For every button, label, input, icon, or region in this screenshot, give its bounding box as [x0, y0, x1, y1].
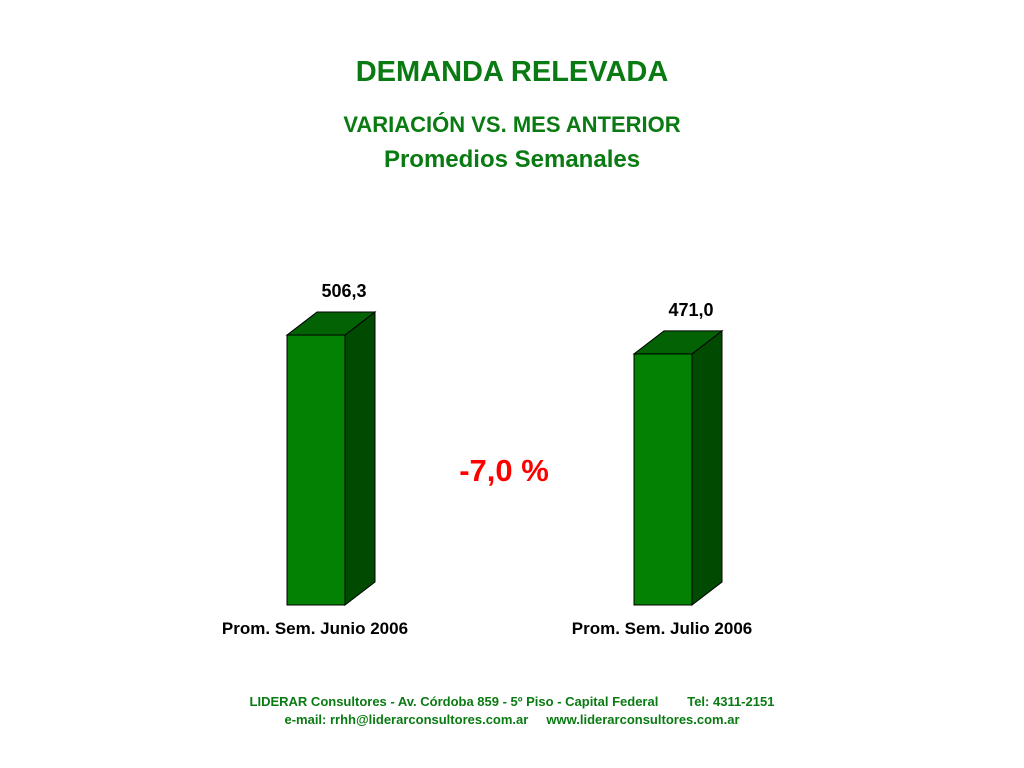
bar-top — [632, 330, 724, 355]
data-label: 471,0 — [668, 300, 713, 320]
bar-side — [691, 329, 723, 607]
chart-title: DEMANDA RELEVADA — [355, 56, 669, 88]
category-label: Prom. Sem. Junio 2006 — [222, 619, 408, 638]
footer-web-line: e-mail: rrhh@liderarconsultores.com.ar w… — [284, 712, 740, 727]
chart-subtitle-secondary: Promedios Semanales — [383, 146, 641, 173]
bar-side — [344, 311, 376, 607]
bar-top — [285, 311, 377, 336]
footer-contact-line: LIDERAR Consultores - Av. Córdoba 859 - … — [249, 694, 775, 709]
category-label: Prom. Sem. Julio 2006 — [572, 619, 752, 638]
bar-front — [286, 334, 346, 606]
chart-subtitle: VARIACIÓN VS. MES ANTERIOR — [343, 112, 681, 137]
bar-front — [633, 353, 693, 606]
variation-annotation: -7,0 % — [459, 453, 549, 488]
data-label: 506,3 — [321, 281, 366, 301]
